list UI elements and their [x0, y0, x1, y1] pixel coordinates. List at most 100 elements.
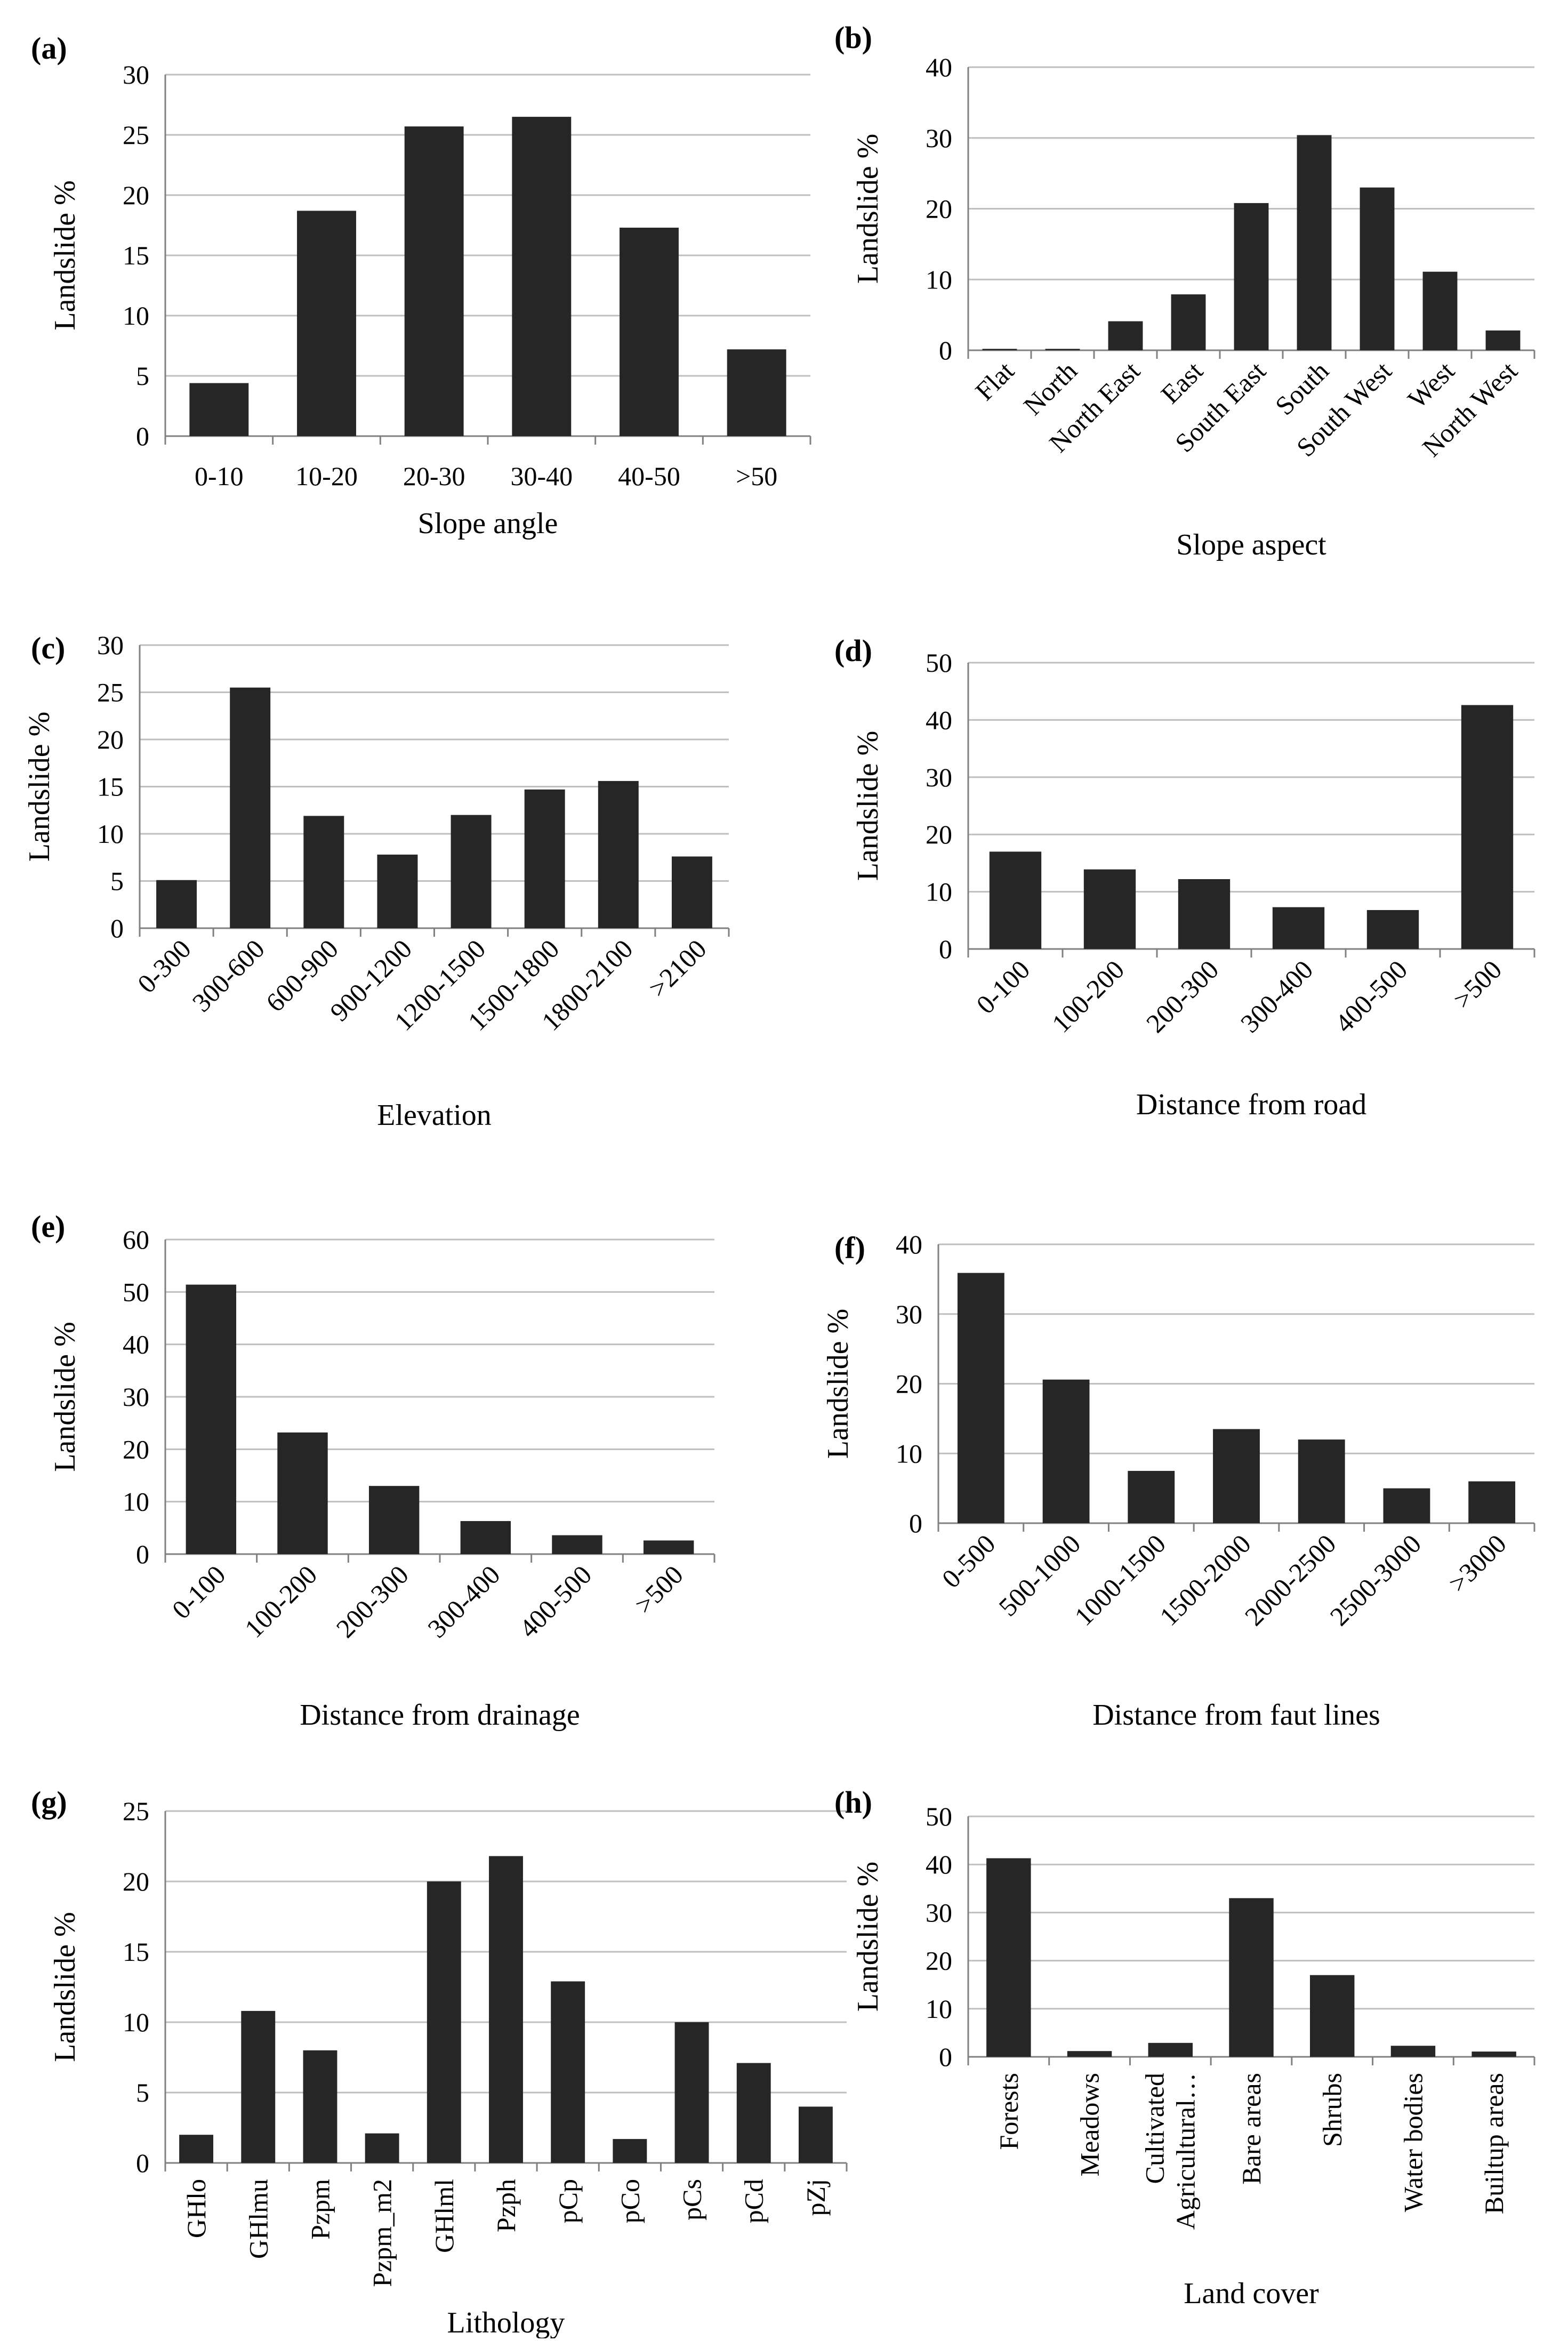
panel-4-ytick-label: 10 — [926, 877, 952, 907]
panel-1-ytick-label: 30 — [123, 60, 149, 90]
panel-6-bar — [957, 1273, 1004, 1523]
panel-4-letter: (d) — [834, 633, 872, 668]
panel-6-bar — [1468, 1481, 1516, 1523]
panel-2-bar — [1234, 203, 1269, 350]
panel-3-ytick-label: 5 — [110, 866, 124, 896]
panel-5-ytick-label: 50 — [123, 1277, 149, 1307]
panel-1-bar — [404, 126, 464, 436]
panel-1-xtick-label: 20-30 — [403, 461, 465, 491]
panel-8-bar — [1471, 2052, 1516, 2057]
panel-3-ytick-label: 25 — [97, 678, 124, 707]
panel-8-bar — [986, 1858, 1031, 2057]
panel-8-bar — [1229, 1898, 1274, 2057]
panel-4-ytick-label: 30 — [926, 762, 952, 792]
panel-4-xtick-label: 300-400 — [1235, 954, 1318, 1038]
panel-6-bar — [1128, 1470, 1175, 1523]
panel-8-xtick-label: Bare areas — [1236, 2073, 1266, 2185]
panel-6-bar — [1383, 1488, 1430, 1523]
panel-6-xtick-label: 2000-2500 — [1239, 1529, 1342, 1631]
panel-2-bar — [1171, 294, 1206, 350]
panel-8-xtick-label: Builtup areas — [1479, 2073, 1509, 2214]
panel-3-bar — [524, 789, 565, 928]
panel-8-xlabel: Land cover — [1184, 2277, 1319, 2310]
panel-5-ytick-label: 30 — [123, 1382, 149, 1412]
panel-7-ytick-label: 0 — [136, 2148, 149, 2178]
panel-2-bar — [1360, 187, 1395, 350]
panel-7-ylabel: Landslide % — [49, 1912, 82, 2062]
panel-6-xtick-label: 0-500 — [936, 1529, 1001, 1594]
panel-2-xlabel: Slope aspect — [1176, 528, 1326, 561]
panel-1-bar — [297, 211, 356, 436]
panel-7-xtick-label: GHlmu — [243, 2179, 273, 2259]
panel-7-xtick-label: GHlml — [429, 2179, 459, 2253]
panel-3-xtick-label: >2100 — [642, 934, 712, 1003]
panel-5-xtick-label: 300-400 — [422, 1559, 505, 1643]
panel-6-bar — [1213, 1429, 1260, 1523]
panel-1-ytick-label: 5 — [136, 361, 149, 391]
panel-3-ylabel: Landslide % — [23, 712, 56, 862]
panel-7-letter: (g) — [31, 1785, 67, 1820]
panel-6-xtick-label: >3000 — [1443, 1529, 1512, 1598]
panel-2-ylabel: Landslide % — [851, 134, 884, 284]
panel-8-xtick-label: CultivatedAgricultural… — [1139, 2073, 1200, 2230]
panel-2-ytick-label: 0 — [939, 335, 952, 365]
panel-3-bar — [377, 854, 418, 928]
panel-3-ytick-label: 0 — [110, 913, 124, 943]
panel-5-ytick-label: 20 — [123, 1434, 149, 1464]
panel-1-bar — [620, 228, 679, 436]
panel-7-bar — [551, 1981, 585, 2163]
panel-8-ytick-label: 40 — [926, 1849, 952, 1879]
panel-1-xtick-label: 40-50 — [618, 461, 680, 491]
panel-2-bar — [1297, 135, 1332, 350]
panel-2-ytick-label: 10 — [926, 264, 952, 294]
panel-5-bar — [552, 1535, 602, 1554]
panel-2-xtick-label: West — [1402, 356, 1460, 414]
panel-2-xtick-label: Flat — [969, 356, 1020, 406]
panel-6-xtick-label: 1000-1500 — [1068, 1529, 1171, 1631]
panel-4-xlabel: Distance from road — [1136, 1088, 1366, 1121]
panel-5-ylabel: Landslide % — [49, 1322, 82, 1471]
panel-1-bar — [189, 383, 249, 436]
panel-8-bar — [1390, 2046, 1436, 2057]
panel-4-ylabel: Landslide % — [851, 731, 884, 881]
panel-8-ytick-label: 30 — [926, 1897, 952, 1927]
panel-4-bar — [1178, 879, 1231, 949]
panel-3-bar — [451, 815, 492, 928]
panel-8-ytick-label: 0 — [939, 2042, 952, 2072]
panel-7-xtick-label: pZj — [801, 2179, 831, 2216]
panel-7-bar — [303, 2050, 337, 2163]
panel-1-bar — [727, 349, 786, 436]
panel-8-xtick-label: Water bodies — [1398, 2073, 1428, 2212]
panel-3-bar — [303, 816, 344, 928]
panel-4-ytick-label: 40 — [926, 705, 952, 735]
panel-5-bar — [460, 1521, 511, 1554]
panel-5-bar — [277, 1432, 328, 1554]
panel-1-xtick-label: 0-10 — [195, 461, 244, 491]
panel-4-xtick-label: >500 — [1448, 954, 1508, 1015]
panel-5-xtick-label: >500 — [629, 1559, 689, 1620]
panel-5-xtick-label: 0-100 — [166, 1559, 231, 1624]
panel-2-ytick-label: 20 — [926, 194, 952, 224]
panel-3-ytick-label: 20 — [97, 725, 124, 754]
panel-1-bar — [512, 117, 572, 437]
panel-6-ytick-label: 30 — [896, 1299, 922, 1329]
panel-7-xtick-label: Pzpm_m2 — [367, 2179, 397, 2287]
panel-4-xtick-label: 100-200 — [1046, 954, 1130, 1038]
panel-8-xtick-label: Forests — [994, 2073, 1024, 2150]
panel-8-ytick-label: 10 — [926, 1994, 952, 2024]
panel-7-ytick-label: 25 — [123, 1796, 149, 1826]
panel-3-bar — [671, 856, 712, 928]
panel-2-ytick-label: 30 — [926, 123, 952, 153]
panel-1-ytick-label: 25 — [123, 120, 149, 150]
panel-4-bar — [1461, 705, 1514, 949]
panel-4-bar — [1366, 910, 1419, 949]
panel-5-xlabel: Distance from drainage — [300, 1699, 580, 1732]
panel-4-xtick-label: 200-300 — [1140, 954, 1224, 1038]
panel-4-ytick-label: 20 — [926, 819, 952, 849]
panel-6-xtick-label: 2500-3000 — [1324, 1529, 1427, 1631]
panel-2-xtick-label: East — [1155, 356, 1209, 409]
panel-8-xtick-label: Shrubs — [1317, 2073, 1347, 2147]
panel-3-xlabel: Elevation — [377, 1099, 492, 1132]
panel-6-ytick-label: 40 — [896, 1229, 922, 1259]
